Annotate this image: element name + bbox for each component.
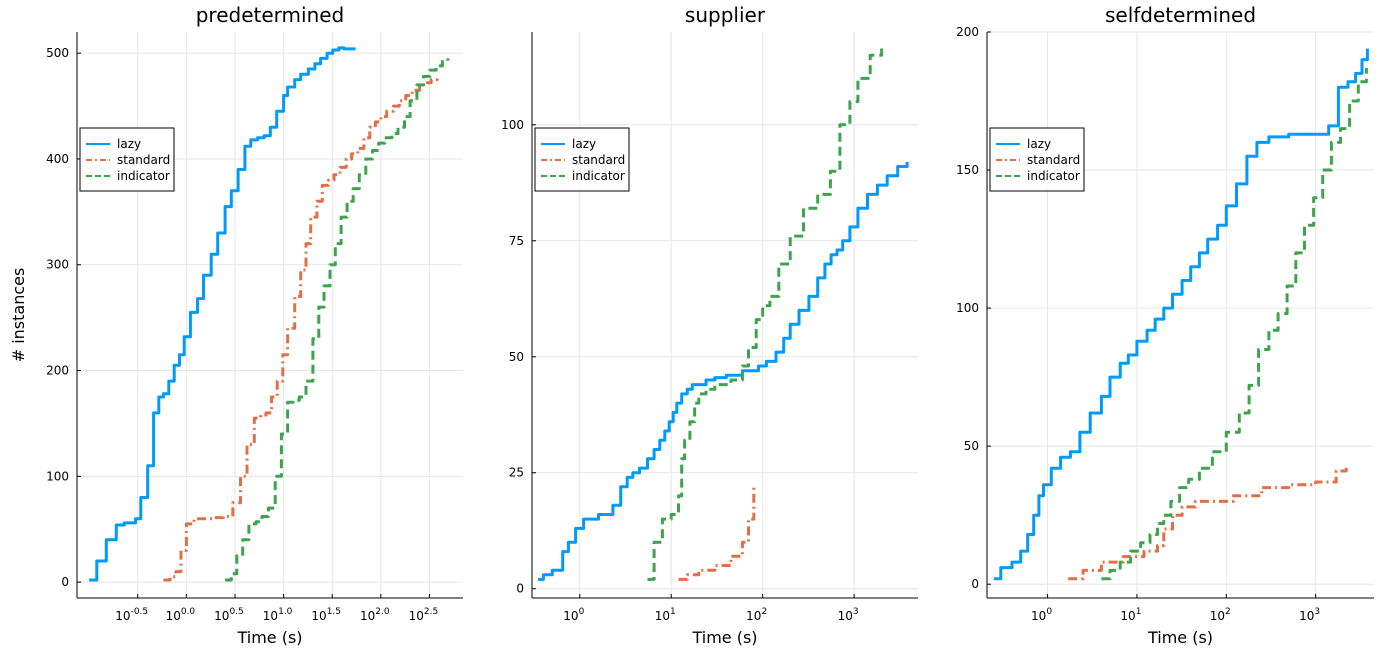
- x-tick-label: 102.5: [409, 607, 439, 623]
- series-line-lazy: [89, 46, 356, 582]
- y-tick-label: 25: [509, 466, 524, 480]
- y-tick-label: 100: [46, 469, 69, 483]
- legend-label-standard: standard: [572, 153, 625, 167]
- x-tick-label: 102.0: [360, 607, 390, 623]
- series-line-standard: [163, 76, 439, 582]
- subplot-title: predetermined: [196, 3, 345, 27]
- x-axis-label: Time (s): [1147, 628, 1213, 647]
- y-tick-label: 200: [46, 364, 69, 378]
- legend-label-standard: standard: [117, 153, 170, 167]
- grid: [987, 31, 1374, 598]
- legend: lazy standard indicator: [989, 127, 1085, 192]
- legend-label-standard: standard: [1027, 153, 1080, 167]
- legend: lazy standard indicator: [79, 127, 175, 192]
- series-line-standard: [678, 486, 756, 581]
- x-tick-label: 100.5: [214, 607, 244, 623]
- legend-label-lazy: lazy: [117, 137, 141, 151]
- legend-label-indicator: indicator: [1027, 169, 1080, 183]
- x-tick-label: 101.0: [263, 607, 293, 623]
- y-tick-label: 100: [501, 118, 524, 132]
- x-tick-label: 100.0: [166, 607, 196, 623]
- y-tick-label: 75: [509, 234, 524, 248]
- x-tick-label: 102: [1210, 607, 1231, 623]
- legend: lazy standard indicator: [534, 127, 630, 192]
- series-line-lazy: [538, 161, 909, 581]
- series-line-indicator: [225, 58, 450, 582]
- x-tick-label: 101.5: [311, 607, 341, 623]
- legend-label-indicator: indicator: [117, 169, 170, 183]
- x-tick-label: 103: [1299, 607, 1320, 623]
- y-tick-label: 0: [61, 575, 69, 589]
- series-line-indicator: [647, 45, 884, 581]
- x-tick-label: 102: [746, 607, 767, 623]
- y-tick-label: 150: [956, 163, 979, 177]
- x-tick-label: 100: [563, 607, 584, 623]
- y-tick-label: 400: [46, 152, 69, 166]
- subplot-title: selfdetermined: [1105, 3, 1256, 27]
- y-tick-label: 0: [971, 577, 979, 591]
- y-axis-label: # instances: [9, 268, 28, 363]
- legend-label-lazy: lazy: [572, 137, 596, 151]
- y-tick-label: 500: [46, 46, 69, 60]
- x-tick-label: 103: [838, 607, 859, 623]
- y-tick-label: 200: [956, 25, 979, 39]
- y-tick-label: 50: [509, 350, 524, 364]
- series-line-standard: [1068, 465, 1348, 581]
- series-line-lazy: [993, 48, 1369, 581]
- grid: [77, 32, 463, 598]
- y-tick-label: 300: [46, 258, 69, 272]
- x-tick-label: 10-0.5: [115, 607, 148, 623]
- x-axis-label: Time (s): [236, 628, 302, 647]
- y-tick-label: 100: [956, 301, 979, 315]
- subplot-selfdetermined: 0 50 100 150 200 100 101 102 103 selfdetermined Ti…: [956, 3, 1374, 647]
- series-line-indicator: [1101, 67, 1368, 581]
- legend-label-indicator: indicator: [572, 169, 625, 183]
- y-tick-label: 0: [516, 582, 524, 596]
- legend-label-lazy: lazy: [1027, 137, 1051, 151]
- y-tick-label: 50: [964, 439, 979, 453]
- subplot-title: supplier: [685, 3, 766, 27]
- grid: [532, 32, 918, 598]
- subplot-supplier: 0 25 50 75 100 100 101 102 103 supplier Time (s) la…: [501, 3, 918, 647]
- x-tick-label: 101: [1120, 607, 1141, 623]
- x-tick-label: 100: [1031, 607, 1052, 623]
- subplot-predetermined: 0 100 200 300 400 500 10-0.5 100.0 100.5 101.0 101…: [9, 3, 463, 647]
- x-tick-label: 101: [655, 607, 676, 623]
- x-axis-label: Time (s): [691, 628, 757, 647]
